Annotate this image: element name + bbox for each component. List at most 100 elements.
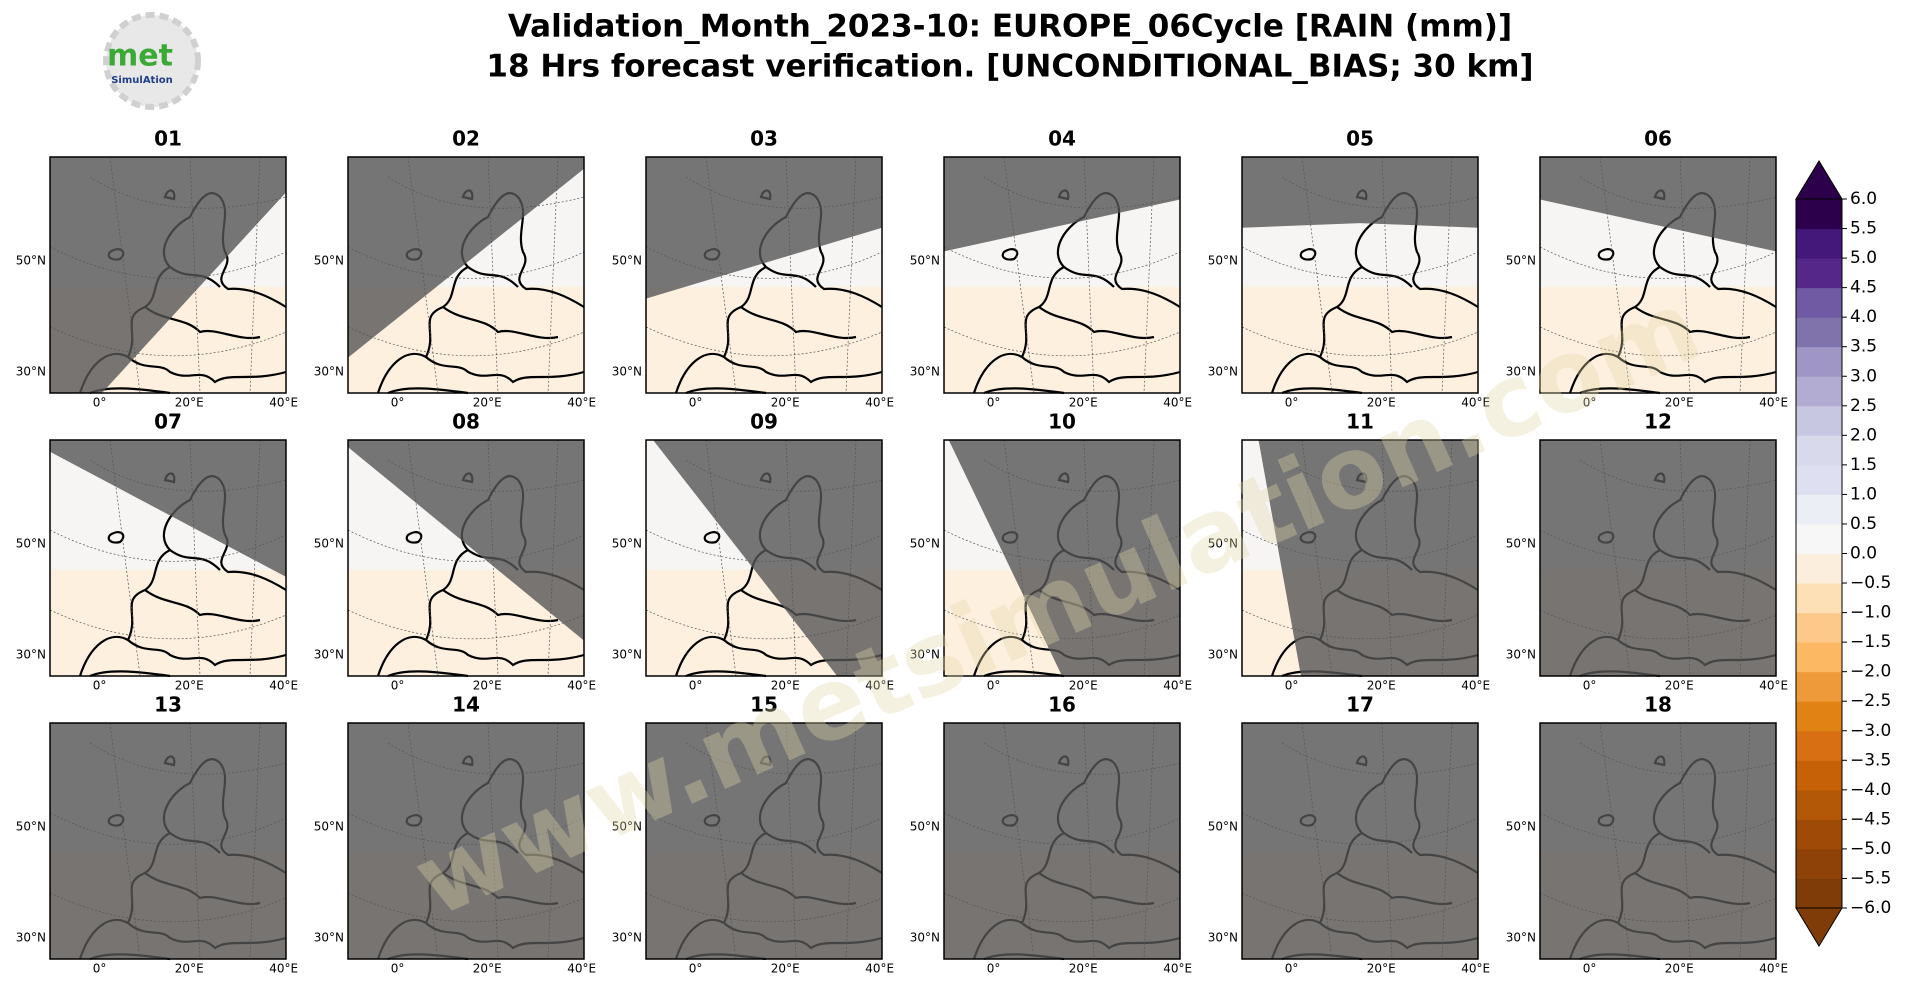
night-shade bbox=[1540, 157, 1776, 252]
panel-title: 18 bbox=[1644, 693, 1672, 717]
lon-label: 0° bbox=[391, 396, 405, 410]
lon-label: 20°E bbox=[473, 396, 502, 410]
map-frame bbox=[347, 439, 585, 677]
lon-label: 20°E bbox=[175, 962, 204, 976]
lon-label: 20°E bbox=[1665, 962, 1694, 976]
map-panel: 17 50°N 30°N 0° 20°E 40°E bbox=[1208, 693, 1490, 976]
lon-label: 0° bbox=[689, 962, 703, 976]
lat-label: 50°N bbox=[16, 253, 46, 267]
colorbar-tick-label: 3.0 bbox=[1850, 366, 1877, 386]
lon-label: 40°E bbox=[865, 679, 894, 693]
night-shade bbox=[50, 440, 286, 577]
map-frame bbox=[943, 722, 1181, 960]
lon-label: 40°E bbox=[1163, 679, 1192, 693]
panel-title: 15 bbox=[750, 693, 778, 717]
colorbar-tick-label: 3.5 bbox=[1850, 337, 1877, 357]
lat-label: 50°N bbox=[1506, 253, 1536, 267]
colorbar-tick-label: −1.0 bbox=[1850, 603, 1891, 623]
lon-label: 0° bbox=[391, 679, 405, 693]
map-frame bbox=[347, 156, 585, 394]
lon-label: 20°E bbox=[175, 679, 204, 693]
map-frame bbox=[347, 722, 585, 960]
lon-label: 0° bbox=[1285, 679, 1299, 693]
lat-label: 50°N bbox=[314, 819, 344, 833]
lon-label: 0° bbox=[93, 962, 107, 976]
panel-title: 13 bbox=[154, 693, 182, 717]
lat-label: 30°N bbox=[910, 930, 940, 944]
night-shade bbox=[646, 157, 882, 299]
colorbar-band bbox=[1796, 258, 1842, 289]
dry-area bbox=[1540, 286, 1776, 393]
lon-label: 40°E bbox=[1163, 396, 1192, 410]
colorbar-tick-label: 2.0 bbox=[1850, 425, 1877, 445]
lat-label: 50°N bbox=[314, 253, 344, 267]
map-frame bbox=[943, 439, 1181, 677]
map-frame bbox=[645, 439, 883, 677]
colorbar-band bbox=[1796, 346, 1842, 377]
map-panel: 09 50°N 30°N 0° 20°E 40°E bbox=[612, 410, 894, 693]
night-shade bbox=[50, 723, 286, 959]
panel-title: 06 bbox=[1644, 127, 1672, 151]
lat-label: 50°N bbox=[1208, 819, 1238, 833]
night-shade bbox=[948, 440, 1180, 676]
lon-label: 20°E bbox=[1665, 396, 1694, 410]
map-frame bbox=[49, 722, 287, 960]
panel-title: 05 bbox=[1346, 127, 1374, 151]
colorbar-band bbox=[1796, 612, 1842, 643]
colorbar-tick-label: −5.5 bbox=[1850, 868, 1891, 888]
colorbar-band bbox=[1796, 819, 1842, 850]
lat-label: 50°N bbox=[612, 253, 642, 267]
lat-label: 30°N bbox=[314, 930, 344, 944]
night-shade bbox=[50, 157, 286, 393]
lat-label: 50°N bbox=[16, 536, 46, 550]
lon-label: 20°E bbox=[1367, 396, 1396, 410]
panel-title: 10 bbox=[1048, 410, 1076, 434]
lon-label: 20°E bbox=[771, 396, 800, 410]
colorbar-tick-label: 2.5 bbox=[1850, 396, 1877, 416]
lon-label: 0° bbox=[689, 679, 703, 693]
lat-label: 50°N bbox=[1208, 536, 1238, 550]
panel-title: 07 bbox=[154, 410, 182, 434]
night-shade bbox=[348, 440, 584, 641]
lon-label: 0° bbox=[1285, 396, 1299, 410]
lat-label: 30°N bbox=[1506, 647, 1536, 661]
lon-label: 40°E bbox=[1461, 396, 1490, 410]
dry-area bbox=[50, 569, 286, 676]
map-frame bbox=[1539, 722, 1777, 960]
lat-label: 30°N bbox=[314, 364, 344, 378]
map-panel: 06 50°N 30°N 0° 20°E 40°E bbox=[1506, 127, 1788, 410]
lon-label: 20°E bbox=[473, 679, 502, 693]
panel-title: 09 bbox=[750, 410, 778, 434]
colorbar-tick-label: 1.5 bbox=[1850, 455, 1877, 475]
map-panel: 13 50°N 30°N 0° 20°E 40°E bbox=[16, 693, 298, 976]
map-panel: 14 50°N 30°N 0° 20°E 40°E bbox=[314, 693, 596, 976]
colorbar-band bbox=[1796, 317, 1842, 348]
map-panel: 11 50°N 30°N 0° 20°E 40°E bbox=[1208, 410, 1490, 693]
colorbar-tick-label: −6.0 bbox=[1850, 898, 1891, 918]
panel-title: 04 bbox=[1048, 127, 1076, 151]
colorbar-band bbox=[1796, 553, 1842, 584]
colorbar-band bbox=[1796, 405, 1842, 436]
lon-label: 40°E bbox=[1759, 679, 1788, 693]
colorbar-tick-label: 5.0 bbox=[1850, 248, 1877, 268]
colorbar-band bbox=[1796, 760, 1842, 791]
map-panel: 16 50°N 30°N 0° 20°E 40°E bbox=[910, 693, 1192, 976]
panel-title: 11 bbox=[1346, 410, 1374, 434]
lat-label: 30°N bbox=[16, 647, 46, 661]
lon-label: 40°E bbox=[1461, 962, 1490, 976]
night-shade bbox=[348, 157, 584, 358]
night-shade bbox=[646, 723, 882, 959]
title-line: Validation_Month_2023-10: EUROPE_06Cycle… bbox=[508, 9, 1512, 45]
panel-title: 17 bbox=[1346, 693, 1374, 717]
lat-label: 50°N bbox=[314, 536, 344, 550]
lat-label: 30°N bbox=[612, 647, 642, 661]
lat-label: 30°N bbox=[1208, 647, 1238, 661]
lon-label: 20°E bbox=[771, 679, 800, 693]
lon-label: 40°E bbox=[567, 679, 596, 693]
lon-label: 0° bbox=[1583, 962, 1597, 976]
lon-label: 0° bbox=[1583, 396, 1597, 410]
colorbar-tick-label: 1.0 bbox=[1850, 484, 1877, 504]
dry-area bbox=[944, 286, 1180, 393]
dry-area bbox=[1242, 286, 1478, 393]
